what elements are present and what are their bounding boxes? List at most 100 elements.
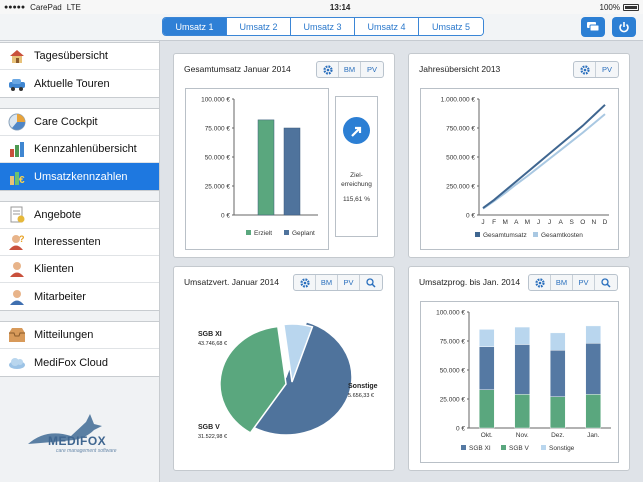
y-tick-label: 250.000 € xyxy=(446,184,475,191)
bar-erzielt xyxy=(257,119,275,216)
settings-button[interactable] xyxy=(294,275,316,290)
battery-percent: 100% xyxy=(599,2,620,12)
pv-button[interactable]: PV xyxy=(573,275,595,290)
card-umsatzprognose: Umsatzprog. bis Jan. 2014 BM PV 0 € 25.00… xyxy=(408,266,630,471)
chart-panel: 0 € 25.000 € 50.000 € 75.000 € 100.000 € Okt.… xyxy=(420,301,619,463)
zoom-button[interactable] xyxy=(595,275,617,290)
search-icon xyxy=(601,277,611,288)
sidebar-group-3: Angebote ? Interessenten Klienten Mitarb… xyxy=(0,201,159,311)
sidebar-item-medifox-cloud[interactable]: MediFox Cloud xyxy=(0,349,159,376)
power-button[interactable] xyxy=(612,17,636,37)
segment-tabs: Umsatz 1 Umsatz 2 Umsatz 3 Umsatz 4 Umsa… xyxy=(162,17,484,36)
sidebar-item-care-cockpit[interactable]: Care Cockpit xyxy=(0,109,159,136)
fox-logo-icon xyxy=(28,414,102,444)
messages-button[interactable] xyxy=(581,17,605,37)
sidebar-item-mitteilungen[interactable]: Mitteilungen xyxy=(0,322,159,349)
tab-umsatz-5[interactable]: Umsatz 5 xyxy=(419,18,483,35)
tab-umsatz-3[interactable]: Umsatz 3 xyxy=(291,18,355,35)
settings-button[interactable] xyxy=(317,62,339,77)
x-tick-label: J xyxy=(537,219,540,226)
carrier-name: CarePad xyxy=(30,2,62,12)
bar-segment-sonstige xyxy=(514,326,530,345)
y-tick-label: 500.000 € xyxy=(446,155,475,162)
legend-label: Sonstige xyxy=(549,445,575,452)
sidebar-item-umsatzkennzahlen[interactable]: € Umsatzkennzahlen xyxy=(0,163,159,190)
legend-label: SGB V xyxy=(509,445,530,452)
pv-button[interactable]: PV xyxy=(366,65,377,74)
x-tick-label: A xyxy=(558,219,563,226)
sidebar-item-interessenten[interactable]: ? Interessenten xyxy=(0,229,159,256)
sidebar-item-kennzahlenuebersicht[interactable]: Kennzahlenübersicht xyxy=(0,136,159,163)
pv-button[interactable]: PV xyxy=(601,65,612,74)
settings-button[interactable] xyxy=(574,62,596,77)
legend-label: Gesamtumsatz xyxy=(483,232,527,239)
value-sonstige: 5.656,33 € xyxy=(348,393,374,399)
y-tick-label: 50.000 € xyxy=(205,155,231,162)
label-sonstige: Sonstige xyxy=(348,383,378,390)
bm-button[interactable]: BM xyxy=(316,275,338,290)
legend-swatch xyxy=(541,445,546,450)
logo-text: MEDIFOX xyxy=(48,434,107,448)
x-tick-label: M xyxy=(525,219,530,226)
legend-swatch xyxy=(475,232,480,237)
value-sgb5: 31.522,98 € xyxy=(198,434,228,440)
label-sgb5: SGB V xyxy=(198,424,220,431)
card-umsatzverteilung: Umsatzvert. Januar 2014 BM PV SGB XI 43.… xyxy=(173,266,395,471)
network-type: LTE xyxy=(66,2,81,12)
sidebar-item-klienten[interactable]: Klienten xyxy=(0,256,159,283)
chat-icon xyxy=(587,22,600,32)
bar-segment-sgb-xi xyxy=(514,344,530,395)
sidebar-item-label: Klienten xyxy=(34,263,74,275)
sidebar-item-mitarbeiter[interactable]: Mitarbeiter xyxy=(0,283,159,310)
bm-button[interactable]: BM xyxy=(551,275,573,290)
tab-umsatz-4[interactable]: Umsatz 4 xyxy=(355,18,419,35)
y-tick-label: 25.000 € xyxy=(440,397,466,404)
pie-chart xyxy=(219,320,353,436)
goal-label-1: Ziel- xyxy=(350,172,363,179)
person-icon xyxy=(8,260,26,278)
card-title: Gesamtumsatz Januar 2014 xyxy=(184,64,291,74)
x-tick-label: J xyxy=(481,219,484,226)
power-icon xyxy=(619,22,629,33)
sidebar-group-2: Care Cockpit Kennzahlenübersicht € Umsat… xyxy=(0,108,159,191)
x-tick-label: J xyxy=(548,219,551,226)
battery-icon xyxy=(622,3,639,11)
gear-icon xyxy=(579,64,590,75)
zoom-button[interactable] xyxy=(360,275,382,290)
series-line-gesamtkosten xyxy=(482,113,606,210)
gauge-icon xyxy=(8,113,26,131)
bar-chart-icon xyxy=(8,140,26,158)
pie-slice-sonstige xyxy=(282,323,314,383)
y-tick-label: 25.000 € xyxy=(205,184,231,191)
gear-icon xyxy=(322,64,333,75)
cloud-icon xyxy=(8,354,26,372)
clock: 13:14 xyxy=(329,2,351,12)
sidebar-item-aktuelle-touren[interactable]: Aktuelle Touren xyxy=(0,70,159,97)
pie-slice-sgb-v xyxy=(219,325,287,434)
sidebar-item-label: Mitteilungen xyxy=(34,329,94,341)
y-tick-label: 100.000 € xyxy=(436,310,465,317)
sidebar-item-angebote[interactable]: Angebote xyxy=(0,202,159,229)
sidebar-group-1: Tagesübersicht Aktuelle Touren xyxy=(0,42,159,98)
search-icon xyxy=(366,277,376,288)
pv-button[interactable]: PV xyxy=(338,275,360,290)
x-tick-label: F xyxy=(492,219,496,226)
sidebar-item-label: Interessenten xyxy=(34,236,101,248)
settings-button[interactable] xyxy=(529,275,551,290)
bm-button[interactable]: BM xyxy=(339,62,361,77)
svg-text:?: ? xyxy=(19,234,25,244)
card-gesamtumsatz: Gesamtumsatz Januar 2014 BM PV 0 € 25.000… xyxy=(173,53,395,258)
legend-label: SGB XI xyxy=(469,445,491,452)
bar-segment-sgb-xi xyxy=(550,350,566,397)
y-tick-label: 0 € xyxy=(456,426,465,433)
tab-umsatz-2[interactable]: Umsatz 2 xyxy=(227,18,291,35)
svg-text:€: € xyxy=(19,175,25,185)
card-title: Jahresübersicht 2013 xyxy=(419,64,501,74)
sidebar-item-label: Tagesübersicht xyxy=(34,50,108,62)
car-icon xyxy=(8,75,26,93)
bar-segment-sgb-v xyxy=(585,394,601,429)
employee-icon xyxy=(8,288,26,306)
sidebar-item-tagesuebersicht[interactable]: Tagesübersicht xyxy=(0,43,159,70)
legend-swatch xyxy=(284,230,289,235)
tab-umsatz-1[interactable]: Umsatz 1 xyxy=(163,18,227,35)
